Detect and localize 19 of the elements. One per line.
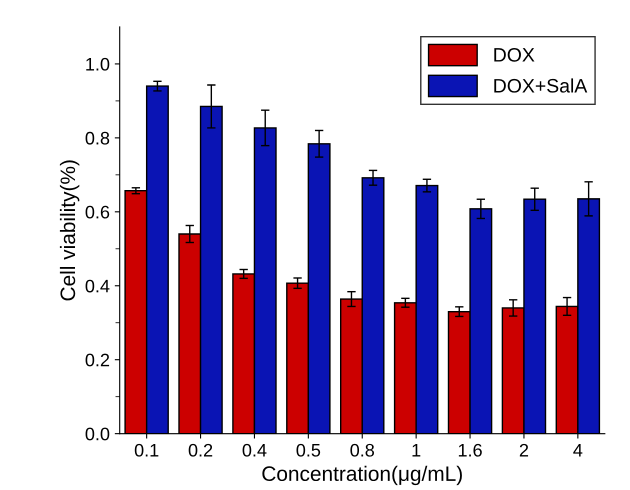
legend-label: DOX+SalA	[494, 78, 588, 93]
x-tick-label: 0.1	[134, 444, 158, 457]
x-tick-label: 0.4	[242, 444, 266, 457]
x-axis-title: Concentration(μg/mL)	[262, 466, 462, 486]
x-tick-label: 1.6	[458, 444, 482, 457]
y-tick-label: 0.2	[86, 354, 110, 366]
y-tick-label: 1.0	[86, 58, 110, 71]
x-tick-label: 0.5	[296, 444, 320, 457]
legend-label: DOX	[494, 48, 534, 62]
x-tick-label: 0.8	[350, 444, 374, 457]
x-tick-label: 1	[412, 444, 420, 456]
y-tick-label: 0.8	[86, 132, 110, 145]
y-tick-label: 0.4	[86, 280, 110, 292]
y-tick-label: 0.0	[86, 428, 110, 440]
x-tick-label: 4	[573, 444, 582, 456]
y-tick-label: 0.6	[86, 206, 110, 219]
y-axis-title: Cell viability(%)	[60, 160, 80, 300]
x-tick-label: 0.2	[188, 444, 212, 457]
x-tick-label: 2	[520, 444, 528, 456]
